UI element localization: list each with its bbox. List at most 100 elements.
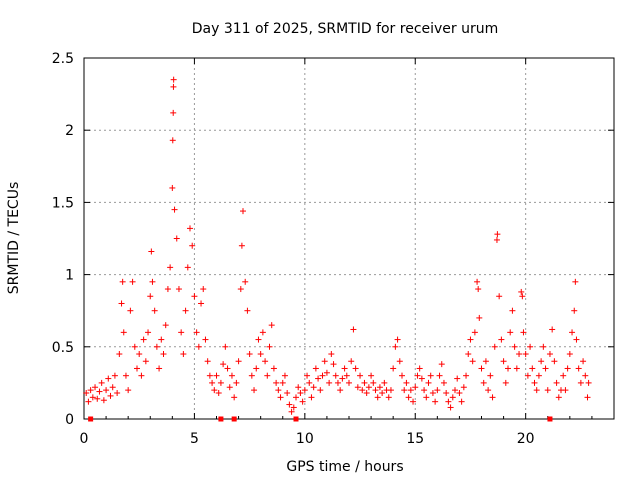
zero-marker — [218, 416, 224, 422]
data-point — [171, 206, 178, 213]
data-point — [350, 326, 357, 333]
data-point — [582, 372, 589, 379]
data-point — [551, 358, 558, 365]
data-point — [273, 379, 280, 386]
zero-marker — [547, 416, 553, 422]
data-point — [357, 372, 364, 379]
data-point — [116, 351, 123, 358]
data-point — [284, 390, 291, 397]
data-point — [288, 408, 295, 415]
data-point — [572, 278, 579, 285]
data-point — [465, 351, 472, 358]
data-point — [259, 329, 266, 336]
data-point — [432, 398, 439, 405]
data-point — [281, 372, 288, 379]
data-point — [182, 307, 189, 314]
data-point — [454, 375, 461, 382]
data-point — [538, 358, 545, 365]
data-point — [456, 390, 463, 397]
data-point — [286, 401, 293, 408]
data-point — [516, 351, 523, 358]
data-point — [399, 372, 405, 379]
data-point — [505, 365, 511, 372]
data-point — [405, 394, 412, 401]
data-point — [549, 326, 556, 333]
data-point — [100, 397, 107, 404]
data-point — [321, 358, 328, 365]
data-point — [119, 278, 126, 285]
data-point — [118, 300, 125, 307]
data-point — [571, 307, 578, 314]
zero-marker — [231, 416, 237, 422]
data-point — [540, 343, 547, 350]
data-point — [410, 398, 417, 405]
data-point — [323, 369, 330, 376]
data-point — [374, 394, 381, 401]
data-point — [255, 336, 262, 343]
data-point — [264, 372, 271, 379]
data-point — [569, 329, 576, 336]
data-point — [493, 236, 500, 243]
data-point — [496, 293, 503, 300]
data-point — [147, 293, 154, 300]
data-point — [542, 365, 549, 372]
data-point — [142, 358, 149, 365]
data-point — [134, 365, 140, 372]
data-point — [429, 390, 436, 397]
data-point — [533, 387, 540, 394]
data-point — [228, 372, 235, 379]
data-point — [487, 372, 494, 379]
data-point — [209, 379, 216, 386]
data-point — [509, 307, 516, 314]
data-point — [204, 358, 211, 365]
data-point — [480, 379, 487, 386]
data-point — [522, 351, 529, 358]
data-point — [421, 387, 428, 394]
data-point — [518, 288, 525, 295]
data-point — [244, 307, 251, 314]
x-axis-label: GPS time / hours — [286, 459, 403, 475]
data-point — [414, 372, 421, 379]
data-point — [555, 394, 562, 401]
data-point — [145, 329, 152, 336]
data-point — [156, 365, 163, 372]
data-point — [363, 390, 370, 397]
data-point — [160, 351, 167, 358]
data-point — [189, 242, 196, 249]
data-point — [407, 387, 414, 394]
data-point — [474, 278, 481, 285]
data-point — [290, 404, 297, 411]
data-point — [215, 390, 222, 397]
data-point — [352, 365, 359, 372]
data-point — [158, 336, 165, 343]
data-point — [328, 351, 335, 358]
chart-title: Day 311 of 2025, SRMTID for receiver uru… — [192, 21, 499, 37]
data-point — [87, 387, 94, 394]
data-point — [500, 358, 507, 365]
data-point — [301, 387, 308, 394]
data-point — [111, 372, 118, 379]
data-point — [337, 387, 344, 394]
data-point — [564, 365, 571, 372]
data-point — [235, 358, 242, 365]
y-tick-label: 1.5 — [52, 195, 74, 211]
data-point — [270, 365, 277, 372]
data-point — [449, 394, 456, 401]
data-point — [438, 361, 445, 368]
data-point — [175, 286, 182, 293]
data-point — [359, 387, 366, 394]
data-point — [463, 372, 470, 379]
data-point — [334, 379, 341, 386]
data-point — [308, 394, 315, 401]
data-point — [427, 372, 434, 379]
data-point — [94, 395, 101, 402]
data-point — [129, 278, 136, 285]
data-point — [275, 387, 282, 394]
data-point — [531, 379, 538, 386]
data-point — [193, 329, 200, 336]
data-point — [114, 390, 121, 397]
data-point — [527, 343, 534, 350]
data-point — [213, 372, 220, 379]
data-point — [224, 365, 231, 372]
